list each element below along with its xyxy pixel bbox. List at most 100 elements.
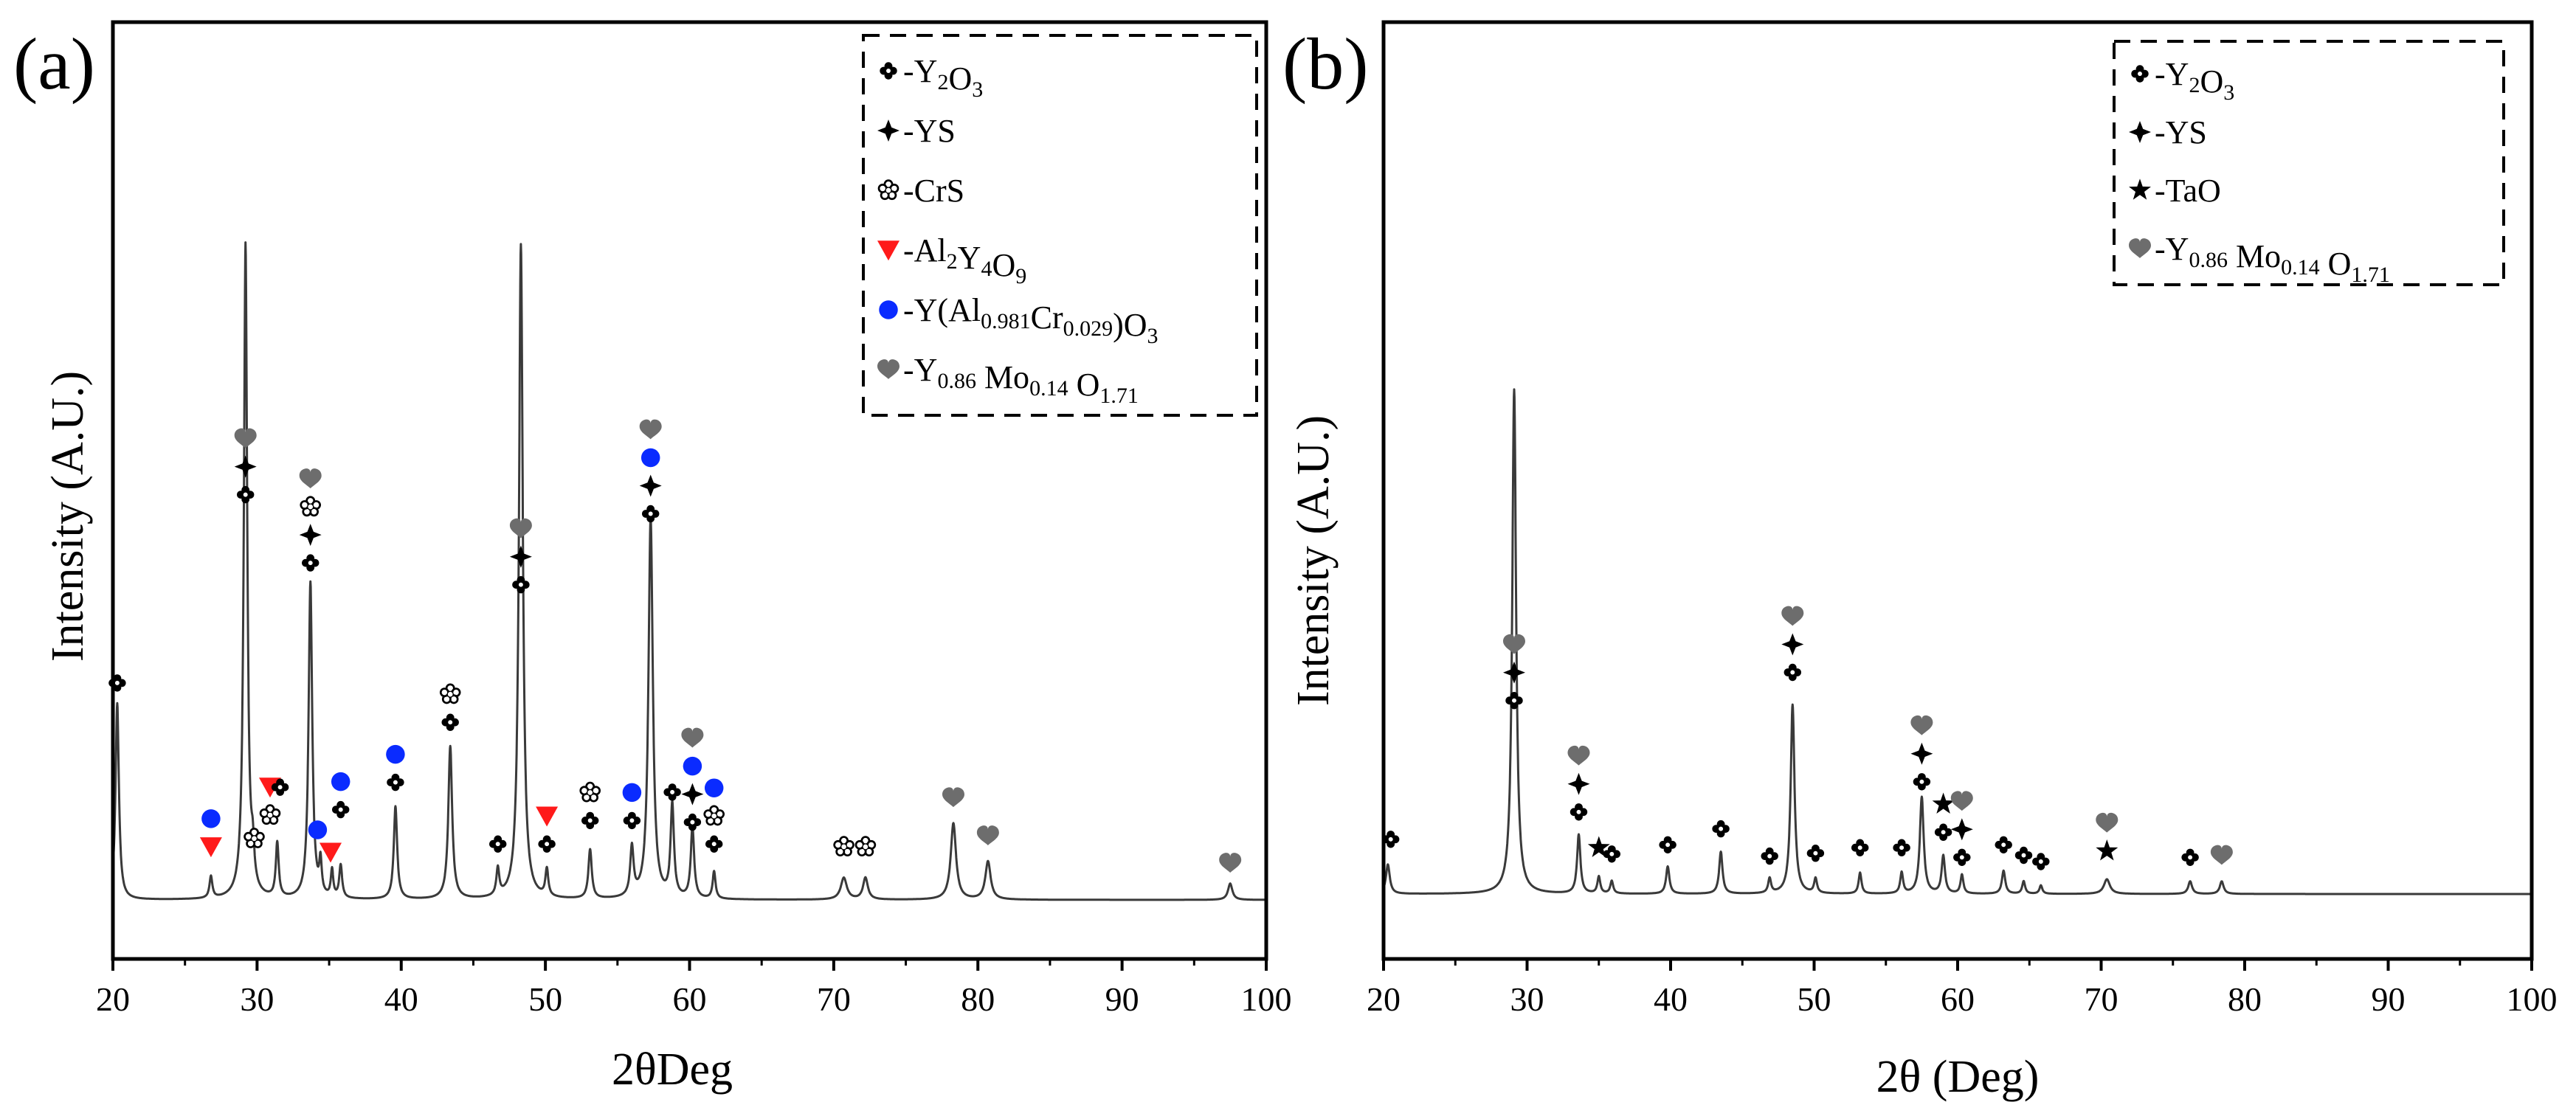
quatrefoil-symbol [623,811,641,830]
peak-marker [1712,820,1730,838]
quatrefoil-symbol [302,554,320,572]
peak-marker [1219,853,1242,873]
flower-symbol [439,683,461,704]
peak-marker [271,778,289,796]
x-tick-label: 100 [2507,980,2558,1018]
star5-symbol [1932,792,1955,814]
plot-frame-a [111,20,1268,961]
star4-symbol [1950,818,1973,841]
dot-blue-symbol [879,300,898,319]
heart-symbol [639,419,662,440]
star4-symbol [299,524,322,547]
peak-marker [331,772,351,819]
legend-box-a [862,34,1258,417]
legend-entry: -Y0.86 Mo0.14 O1.71 [2129,231,2390,287]
heart-symbol [1219,853,1242,873]
panel-a: (a) Intensity (A.U.) 2θDeg 20 30 40 50 60 70 8… [13,20,1292,1095]
quatrefoil-symbol [683,813,702,831]
flower-symbol [579,781,601,803]
peak-marker [1995,836,2012,853]
x-tick-label: 100 [1241,980,1292,1018]
star5-symbol [1587,836,1610,857]
heart-symbol [976,825,999,845]
x-tick-label: 80 [2228,980,2262,1018]
peak-marker [833,836,854,857]
dot-blue-symbol [331,772,351,791]
quatrefoil-symbol [237,485,255,504]
peak-marker [663,783,681,801]
peak-marker [386,744,405,791]
star5-symbol [2129,179,2151,200]
heart-symbol [1910,715,1933,735]
heart-symbol [681,727,704,748]
peak-marker [1659,836,1677,853]
plot-frame-b [1381,20,2534,961]
legend-entry: -TaO [2129,173,2221,209]
peak-markers-a [108,419,1242,873]
star4-symbol [1503,661,1525,684]
peak-marker [299,468,322,572]
x-tick-label: 40 [384,980,418,1018]
x-tick-label: 80 [961,980,995,1018]
peak-marker [1567,745,1590,821]
peak-marker [854,836,877,857]
x-tick-label: 90 [2372,980,2406,1018]
peak-marker [234,428,257,504]
heart-symbol [234,428,257,448]
peak-marker [703,778,725,853]
heart-symbol [942,787,964,808]
peak-marker [639,419,662,523]
x-tick-label: 20 [96,980,130,1018]
dot-blue-symbol [704,778,724,797]
panel-label-a: (a) [13,23,95,105]
flower-symbol [259,804,281,825]
peak-marker [509,518,532,594]
star4-symbol [1567,772,1590,795]
star5-symbol [2096,839,2119,861]
heart-symbol [2210,845,2233,865]
x-axis-label-b: 2θ (Deg) [1876,1052,2040,1102]
peak-marker [1587,836,1610,857]
star4-symbol [877,119,899,142]
legend-label: -YS [903,113,956,149]
peak-marker [2032,853,2050,870]
peak-marker [2014,846,2033,865]
quatrefoil-symbol [581,811,599,830]
star4-symbol [234,455,257,478]
heart-symbol [1503,634,1525,654]
legend-label: -Y(Al0.981Cr0.029)O3 [903,292,1158,348]
peak-marker [1932,792,1955,841]
peak-marker [489,835,507,853]
quatrefoil-symbol [1783,663,1801,682]
legend-entry: -Al2Y4O9 [877,232,1026,288]
legend-label: -CrS [903,173,964,209]
peak-marker [622,783,642,830]
triangle-red-symbol [259,777,281,798]
peak-marker [2096,812,2119,861]
flower-symbol [854,836,877,857]
dot-blue-symbol [386,744,405,764]
peak-marker [1781,606,1804,682]
heart-symbol [299,468,322,488]
legend-label: -Al2Y4O9 [903,232,1026,288]
flower-symbol [300,496,322,517]
peak-marker [1806,845,1825,862]
peak-marker [536,806,559,853]
x-tick-label: 60 [1941,980,1975,1018]
peak-marker [439,683,461,731]
quatrefoil-symbol [271,778,289,796]
heart-symbol [1950,791,1973,811]
star4-symbol [1781,633,1804,656]
legend-label: -Y0.86 Mo0.14 O1.71 [2155,231,2390,287]
peak-marker [2210,845,2233,865]
heart-symbol [509,518,532,538]
x-tick-label: 70 [2085,980,2119,1018]
legend-a: -Y2O3 -YS -CrS -Al2Y4O9-Y(Al0.981Cr0.029)O3… [862,34,1258,417]
quatrefoil-symbol [387,773,404,791]
panel-label-b: (b) [1282,23,1369,105]
peak-marker [2181,848,2199,866]
dot-blue-symbol [622,783,642,803]
peak-marker [1893,839,1910,856]
heart-symbol [2096,812,2119,833]
quatrefoil-symbol [332,800,350,819]
